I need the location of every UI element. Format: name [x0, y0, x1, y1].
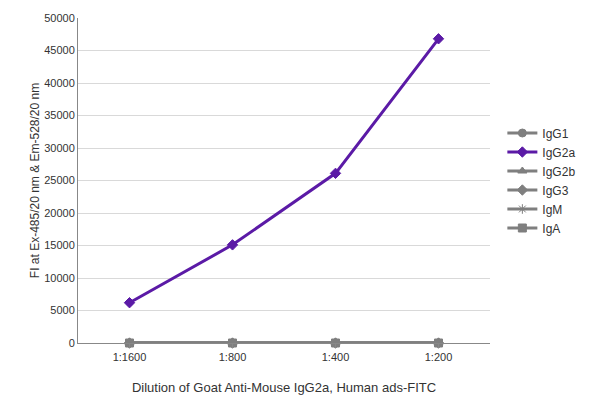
svg-text:1:1600: 1:1600 — [113, 351, 147, 363]
svg-text:Dilution of Goat Anti-Mouse Ig: Dilution of Goat Anti-Mouse IgG2a, Human… — [132, 380, 436, 395]
svg-text:FI at Ex-485/20 nm & Em-528/20: FI at Ex-485/20 nm & Em-528/20 nm — [28, 83, 42, 278]
svg-text:1:400: 1:400 — [322, 351, 350, 363]
svg-text:40000: 40000 — [44, 77, 75, 89]
svg-text:IgG3: IgG3 — [542, 184, 568, 198]
svg-text:IgA: IgA — [542, 222, 560, 236]
svg-text:5000: 5000 — [50, 304, 74, 316]
svg-text:30000: 30000 — [44, 142, 75, 154]
svg-text:0: 0 — [69, 337, 75, 349]
svg-text:45000: 45000 — [44, 44, 75, 56]
svg-text:IgG1: IgG1 — [542, 127, 568, 141]
svg-text:20000: 20000 — [44, 207, 75, 219]
svg-text:1:800: 1:800 — [219, 351, 247, 363]
svg-text:IgG2a: IgG2a — [542, 146, 575, 160]
svg-text:50000: 50000 — [44, 12, 75, 24]
svg-text:1:200: 1:200 — [425, 351, 453, 363]
svg-text:10000: 10000 — [44, 272, 75, 284]
svg-text:25000: 25000 — [44, 174, 75, 186]
svg-text:35000: 35000 — [44, 109, 75, 121]
svg-text:IgG2b: IgG2b — [542, 165, 575, 179]
svg-text:15000: 15000 — [44, 239, 75, 251]
svg-text:IgM: IgM — [542, 203, 562, 217]
